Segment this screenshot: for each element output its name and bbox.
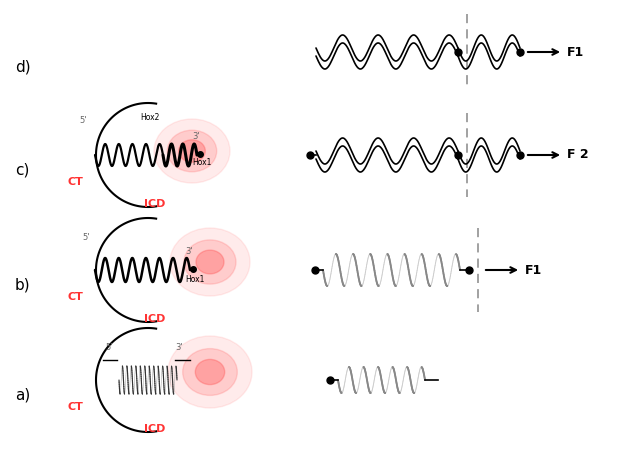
Text: ICD: ICD <box>144 424 166 434</box>
Text: Hox2: Hox2 <box>140 113 159 122</box>
Text: a): a) <box>15 387 30 402</box>
Text: Hox1: Hox1 <box>192 158 212 167</box>
Text: 5': 5' <box>105 343 112 352</box>
Text: CT: CT <box>68 177 84 187</box>
Ellipse shape <box>196 250 224 274</box>
Ellipse shape <box>184 240 236 284</box>
Text: b): b) <box>15 278 31 293</box>
Text: ICD: ICD <box>144 314 166 324</box>
Ellipse shape <box>178 140 205 162</box>
Text: 5': 5' <box>79 116 87 125</box>
Text: 3': 3' <box>192 132 200 141</box>
Text: c): c) <box>15 162 29 177</box>
Text: Hox1: Hox1 <box>185 275 205 284</box>
Ellipse shape <box>195 359 225 385</box>
Ellipse shape <box>154 119 230 183</box>
Text: F1: F1 <box>525 264 542 277</box>
Ellipse shape <box>183 348 237 395</box>
Text: CT: CT <box>68 292 84 302</box>
Text: F1: F1 <box>567 45 584 59</box>
Ellipse shape <box>170 228 250 296</box>
Ellipse shape <box>168 336 252 408</box>
Ellipse shape <box>167 130 217 172</box>
Text: CT: CT <box>68 402 84 412</box>
Text: ICD: ICD <box>144 199 166 209</box>
Text: 3': 3' <box>185 247 193 256</box>
Text: F 2: F 2 <box>567 149 588 161</box>
Text: 5': 5' <box>82 233 89 242</box>
Text: d): d) <box>15 60 31 75</box>
Text: 3': 3' <box>175 343 183 352</box>
